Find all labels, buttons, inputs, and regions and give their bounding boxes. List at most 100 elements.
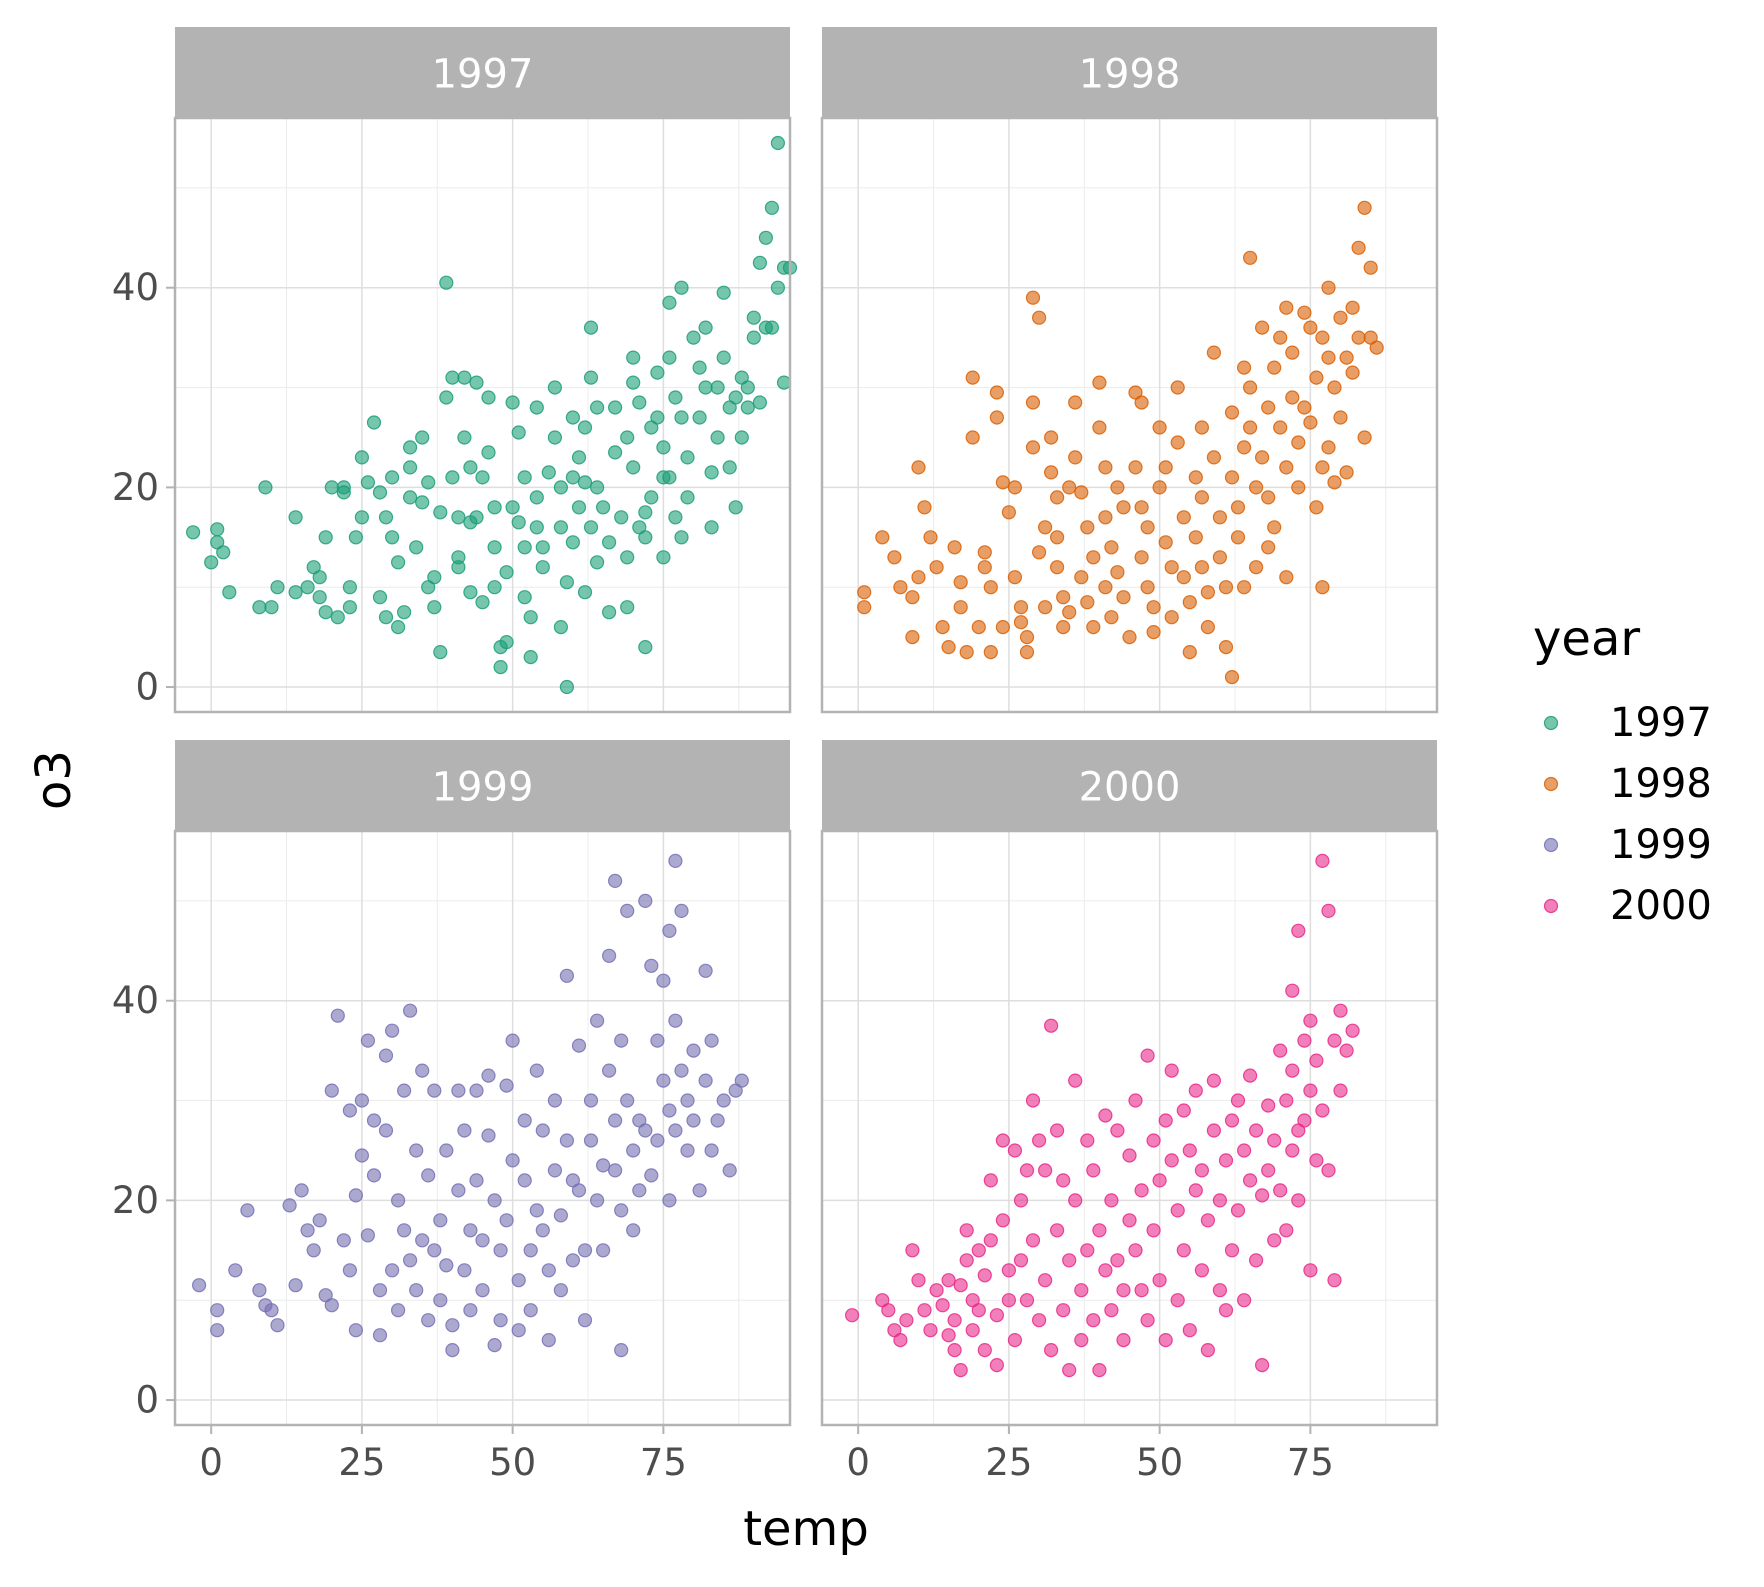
data-point bbox=[1019, 629, 1035, 645]
data-point bbox=[1254, 450, 1270, 465]
data-point bbox=[559, 575, 575, 590]
data-point bbox=[1116, 590, 1131, 605]
data-point bbox=[1273, 1043, 1288, 1058]
data-point bbox=[378, 1048, 394, 1063]
data-point bbox=[704, 1033, 719, 1048]
legend-swatch bbox=[1543, 837, 1559, 853]
data-point bbox=[1339, 350, 1354, 365]
legend-label: 1999 bbox=[1610, 822, 1712, 868]
data-point bbox=[995, 1133, 1011, 1148]
data-point bbox=[1080, 520, 1095, 535]
data-point bbox=[1152, 1173, 1167, 1188]
data-point bbox=[535, 560, 550, 575]
data-point bbox=[493, 659, 508, 675]
data-point bbox=[186, 525, 201, 540]
data-point bbox=[360, 1033, 375, 1048]
data-point bbox=[722, 460, 737, 475]
data-point bbox=[1279, 570, 1294, 585]
data-point bbox=[698, 1073, 713, 1088]
data-point bbox=[415, 1063, 430, 1078]
data-point bbox=[752, 255, 768, 270]
data-point bbox=[1158, 460, 1173, 475]
data-point bbox=[475, 1283, 490, 1298]
data-point bbox=[391, 1193, 406, 1208]
data-point bbox=[1122, 629, 1137, 645]
data-point bbox=[1086, 550, 1101, 565]
data-point bbox=[746, 330, 761, 345]
data-point bbox=[210, 1323, 225, 1338]
data-point bbox=[1176, 510, 1191, 525]
data-point bbox=[626, 460, 641, 475]
data-point bbox=[336, 480, 351, 495]
panel-background bbox=[822, 831, 1437, 1425]
data-point bbox=[342, 580, 357, 595]
data-point bbox=[451, 560, 466, 575]
data-point bbox=[989, 1357, 1005, 1373]
data-point bbox=[686, 330, 701, 345]
data-point bbox=[1001, 1293, 1017, 1308]
data-point bbox=[1049, 490, 1065, 505]
data-point bbox=[463, 460, 478, 475]
data-point bbox=[674, 903, 689, 919]
data-point bbox=[577, 585, 593, 600]
data-point bbox=[445, 470, 460, 485]
data-point bbox=[421, 1168, 436, 1183]
legend-label: 2000 bbox=[1610, 883, 1712, 929]
data-point bbox=[1194, 1163, 1210, 1178]
data-point bbox=[595, 1243, 611, 1258]
data-point bbox=[517, 590, 532, 605]
data-point bbox=[770, 280, 786, 295]
data-point bbox=[300, 580, 315, 595]
data-point bbox=[1218, 1303, 1234, 1318]
data-point bbox=[589, 1193, 605, 1208]
data-point bbox=[1128, 460, 1143, 475]
data-point bbox=[1327, 1033, 1342, 1048]
data-point bbox=[1092, 420, 1107, 435]
data-point bbox=[764, 200, 780, 215]
data-point bbox=[1080, 1243, 1095, 1258]
data-point bbox=[698, 963, 713, 978]
data-point bbox=[607, 400, 623, 415]
data-point bbox=[626, 1223, 641, 1238]
data-point bbox=[1164, 610, 1179, 625]
data-point bbox=[1140, 580, 1155, 595]
data-point bbox=[668, 853, 683, 869]
legend-title: year bbox=[1533, 611, 1640, 667]
data-point bbox=[553, 1283, 569, 1298]
data-point bbox=[893, 580, 908, 595]
data-point bbox=[601, 605, 617, 620]
data-point bbox=[1007, 570, 1023, 585]
data-point bbox=[656, 1073, 671, 1088]
data-point bbox=[360, 475, 375, 490]
data-point bbox=[439, 390, 454, 405]
data-point bbox=[210, 1303, 225, 1318]
data-point bbox=[264, 600, 279, 615]
data-point bbox=[1140, 1048, 1155, 1063]
data-point bbox=[1254, 320, 1270, 335]
data-point bbox=[433, 505, 448, 520]
data-point bbox=[354, 1148, 369, 1163]
data-point bbox=[378, 610, 394, 625]
data-point bbox=[264, 1303, 279, 1318]
data-point bbox=[451, 1083, 466, 1098]
data-point bbox=[953, 600, 968, 615]
data-point bbox=[776, 375, 792, 390]
data-point bbox=[306, 1243, 321, 1258]
data-point bbox=[1261, 1098, 1276, 1113]
data-point bbox=[1315, 1103, 1330, 1118]
data-point bbox=[638, 530, 653, 545]
data-point bbox=[391, 1303, 406, 1318]
data-point bbox=[710, 430, 725, 445]
data-point bbox=[929, 560, 944, 575]
data-point bbox=[1031, 545, 1047, 560]
data-point bbox=[415, 1233, 430, 1248]
data-point bbox=[1303, 415, 1318, 430]
data-point bbox=[1309, 1053, 1324, 1068]
data-point bbox=[941, 639, 956, 655]
data-point bbox=[1074, 1283, 1089, 1298]
data-point bbox=[1357, 430, 1372, 445]
data-point bbox=[953, 1278, 968, 1293]
data-point bbox=[1098, 1263, 1113, 1278]
data-point bbox=[324, 480, 339, 495]
data-point bbox=[734, 1073, 749, 1088]
